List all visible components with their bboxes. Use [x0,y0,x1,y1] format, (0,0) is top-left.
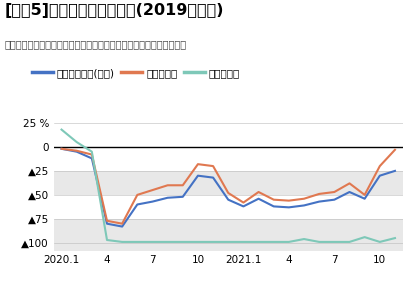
Bar [54,219,403,251]
Legend: 延べ宿泊者数(全体), うち日本人, うち外国人: 延べ宿泊者数(全体), うち日本人, うち外国人 [28,64,244,82]
Text: [図表5]延べ宿泊者数の推移(2019年対比): [図表5]延べ宿泊者数の推移(2019年対比) [4,3,224,18]
Bar [54,147,403,171]
Text: 出所：観光庁「宿泊旅行統計調査」を基にニッセイ基礎研究所が作成: 出所：観光庁「宿泊旅行統計調査」を基にニッセイ基礎研究所が作成 [4,39,186,49]
Bar [54,195,403,219]
Bar [54,171,403,195]
